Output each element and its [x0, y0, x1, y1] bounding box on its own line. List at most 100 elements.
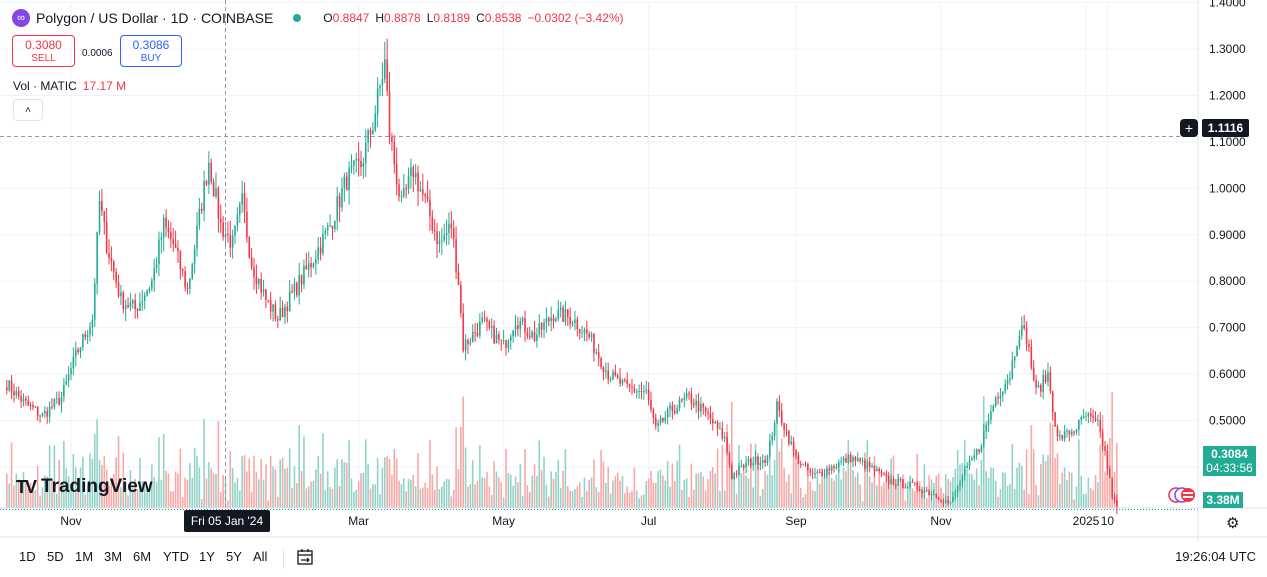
- candle-body: [189, 278, 191, 289]
- candle-body: [400, 196, 403, 198]
- volume-bar: [990, 467, 992, 508]
- candle-body: [933, 494, 935, 496]
- volume-bar: [635, 490, 638, 508]
- candle-body: [597, 352, 600, 359]
- volume-bar: [647, 478, 650, 508]
- volume-bar: [1030, 425, 1033, 508]
- current-price-value: 0.3084: [1211, 447, 1248, 461]
- volume-bar: [319, 473, 322, 508]
- volume-bar: [607, 467, 610, 508]
- volume-bar: [868, 476, 871, 508]
- volume-axis-label: 3.38M: [1203, 492, 1243, 508]
- candle-body: [296, 282, 298, 296]
- range-5y-button[interactable]: 5Y: [226, 549, 242, 564]
- candle-body: [635, 391, 638, 393]
- candle-body: [48, 406, 51, 417]
- volume-bar: [811, 490, 814, 508]
- volume-bar: [861, 501, 864, 508]
- range-all-button[interactable]: All: [253, 549, 268, 564]
- gear-icon[interactable]: ⚙: [1226, 515, 1240, 532]
- candle-body: [505, 340, 507, 348]
- sell-button[interactable]: 0.3080 SELL: [12, 35, 75, 67]
- range-1y-button[interactable]: 1Y: [199, 549, 215, 564]
- plus-circle-icon[interactable]: +: [1180, 119, 1198, 137]
- candle-body: [992, 406, 995, 412]
- volume-bar: [210, 468, 213, 508]
- volume-bar: [324, 490, 327, 508]
- volume-bar: [700, 471, 702, 508]
- candle-body: [310, 263, 312, 268]
- volume-bar: [1025, 449, 1028, 508]
- range-6m-button[interactable]: 6M: [133, 549, 152, 564]
- candle-body: [196, 225, 198, 249]
- candle-body: [367, 130, 369, 143]
- candle-body: [837, 462, 840, 468]
- volume-bar: [857, 472, 859, 508]
- candle-body: [1042, 374, 1045, 392]
- utc-clock[interactable]: 19:26:04 UTC: [1175, 549, 1256, 564]
- range-1d-button[interactable]: 1D: [19, 549, 36, 564]
- symbol-title[interactable]: Polygon / US Dollar · 1D · COINBASE: [36, 10, 274, 26]
- volume-bar: [880, 486, 883, 508]
- candle-body: [391, 136, 393, 142]
- candle-body: [343, 176, 346, 188]
- candle-body: [181, 269, 184, 272]
- candle-body: [904, 487, 907, 489]
- volume-bar: [626, 486, 629, 508]
- volume-bar: [514, 476, 517, 508]
- range-ytd-button[interactable]: YTD: [163, 549, 189, 564]
- volume-bar: [443, 481, 445, 508]
- volume-bar: [602, 461, 605, 508]
- candle-body: [462, 313, 465, 351]
- candle-body: [277, 319, 279, 321]
- volume-bar: [574, 489, 576, 508]
- flag-icon[interactable]: [1168, 487, 1198, 503]
- candle-body: [1073, 431, 1075, 433]
- collapse-legend-button[interactable]: ˄: [13, 99, 43, 121]
- volume-bar: [488, 486, 491, 508]
- candle-body: [193, 248, 196, 265]
- volume-bar: [638, 498, 640, 508]
- candle-body: [769, 440, 771, 456]
- candle-body: [911, 481, 914, 483]
- volume-bar: [797, 456, 800, 508]
- candle-body: [550, 318, 552, 322]
- volume-bar: [1061, 472, 1064, 508]
- volume-bar: [108, 485, 110, 508]
- candle-body: [1023, 325, 1025, 328]
- candle-body: [284, 306, 286, 317]
- buy-button[interactable]: 0.3086 BUY: [120, 35, 182, 67]
- candle-body: [538, 323, 541, 335]
- volume-bar: [505, 448, 507, 508]
- calendar-range-icon[interactable]: [295, 547, 315, 567]
- volume-bar: [155, 481, 158, 508]
- candle-body: [704, 407, 707, 412]
- candle-body: [227, 233, 229, 235]
- price-chart[interactable]: 0.40000.50000.60000.70000.80000.90001.00…: [0, 0, 1267, 541]
- volume-bar: [203, 419, 205, 508]
- candle-body: [985, 424, 987, 432]
- time-axis: Nov Mar May Jul Sep Nov 2025 10: [0, 507, 1267, 538]
- volume-bar: [887, 476, 890, 508]
- volume-bar: [134, 478, 136, 508]
- volume-bar: [132, 487, 134, 508]
- volume-bar: [29, 482, 32, 508]
- candle-body: [876, 468, 878, 472]
- candle-body: [338, 196, 341, 208]
- candle-body: [683, 397, 686, 400]
- volume-bar: [933, 483, 935, 508]
- volume-bar: [978, 485, 980, 508]
- candle-body: [828, 468, 831, 471]
- x-tick-label: Jul: [641, 514, 656, 528]
- volume-bar: [657, 471, 659, 508]
- volume-legend[interactable]: Vol · MATIC 17.17 M: [13, 79, 126, 93]
- volume-bar: [481, 477, 484, 508]
- volume-bar: [909, 483, 911, 508]
- range-1m-button[interactable]: 1M: [75, 549, 94, 564]
- candle-body: [574, 319, 576, 324]
- range-5d-button[interactable]: 5D: [47, 549, 64, 564]
- volume-bar: [369, 488, 372, 508]
- range-3m-button[interactable]: 3M: [104, 549, 123, 564]
- volume-bar: [918, 481, 921, 508]
- volume-bar: [1035, 485, 1037, 508]
